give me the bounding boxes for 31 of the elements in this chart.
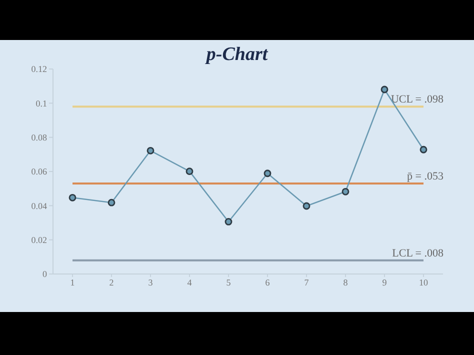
y-tick-label: 0.08 xyxy=(31,132,48,143)
y-tick-label: 0.04 xyxy=(31,200,48,211)
ref-line-label: LCL = .008 xyxy=(392,247,444,260)
x-tick-label: 3 xyxy=(148,277,154,288)
point xyxy=(224,218,232,226)
x-tick-label: 6 xyxy=(265,277,270,288)
x-tick-label: 5 xyxy=(226,277,232,288)
x-tick-label: 2 xyxy=(109,277,114,288)
point xyxy=(302,202,310,210)
point xyxy=(108,198,116,206)
point xyxy=(264,170,272,178)
y-tick-label: 0 xyxy=(42,269,48,280)
y-tick-label: 0.12 xyxy=(31,64,47,74)
x-tick-label: 10 xyxy=(419,277,428,288)
x-tick-label: 4 xyxy=(187,277,192,288)
point xyxy=(186,168,194,176)
y-tick-label: 0.1 xyxy=(36,98,47,108)
y-tick-label: 0.06 xyxy=(31,166,48,177)
x-tick-label: 9 xyxy=(382,277,388,288)
point xyxy=(146,146,154,154)
chart-title: p-Chart xyxy=(204,44,269,66)
y-tick-label: 0.02 xyxy=(31,235,47,246)
point xyxy=(68,194,76,202)
ref-line-label: UCL = .098 xyxy=(390,94,444,106)
x-tick-label: 1 xyxy=(70,277,75,288)
point xyxy=(380,86,388,94)
point xyxy=(420,146,428,154)
x-tick-label: 8 xyxy=(343,277,348,288)
point xyxy=(342,188,350,196)
ref-line-label: p̄ = .053 xyxy=(407,170,444,182)
x-tick-label: 7 xyxy=(304,277,310,288)
